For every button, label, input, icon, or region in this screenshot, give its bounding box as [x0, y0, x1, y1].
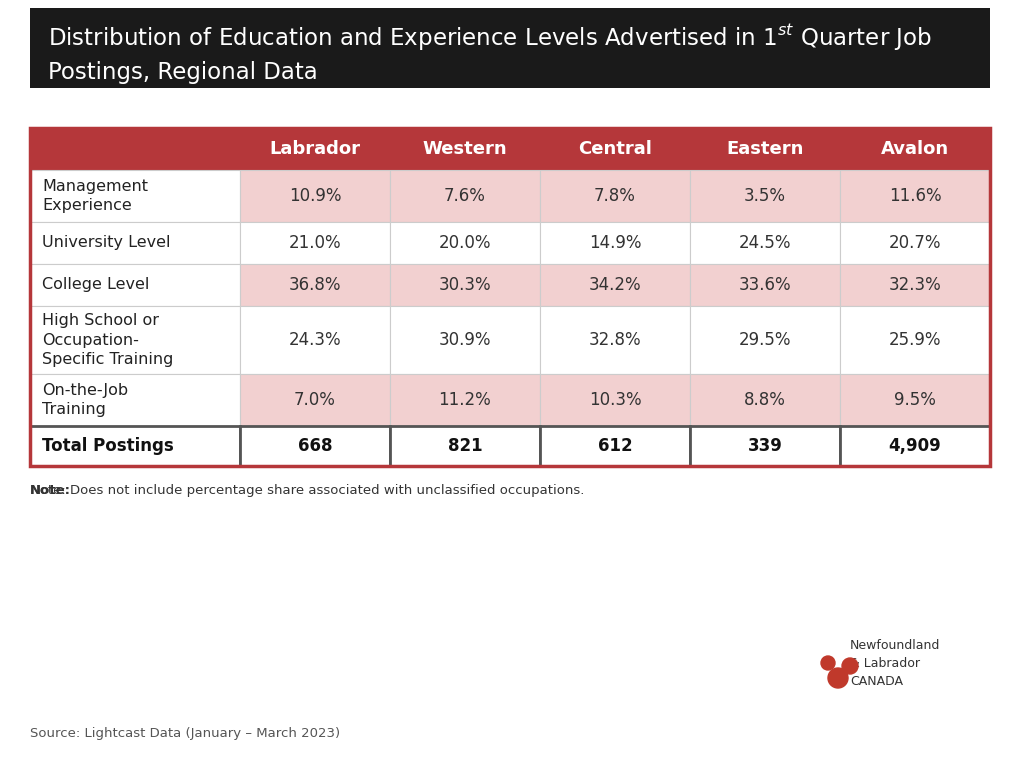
FancyBboxPatch shape: [240, 374, 390, 426]
FancyBboxPatch shape: [540, 128, 690, 170]
FancyBboxPatch shape: [690, 128, 840, 170]
Text: 32.3%: 32.3%: [889, 276, 941, 294]
FancyBboxPatch shape: [240, 306, 390, 374]
FancyBboxPatch shape: [540, 306, 690, 374]
Circle shape: [842, 658, 858, 674]
Text: Source: Lightcast Data (January – March 2023): Source: Lightcast Data (January – March …: [30, 727, 340, 740]
Text: 20.0%: 20.0%: [438, 234, 492, 252]
FancyBboxPatch shape: [690, 264, 840, 306]
Text: Western: Western: [423, 140, 507, 158]
Text: 29.5%: 29.5%: [738, 331, 792, 349]
Text: 24.3%: 24.3%: [289, 331, 341, 349]
FancyBboxPatch shape: [840, 426, 990, 466]
FancyBboxPatch shape: [690, 426, 840, 466]
Circle shape: [828, 668, 848, 688]
FancyBboxPatch shape: [30, 306, 240, 374]
Circle shape: [821, 656, 835, 670]
Text: 32.8%: 32.8%: [589, 331, 641, 349]
Text: 21.0%: 21.0%: [289, 234, 341, 252]
Text: 7.0%: 7.0%: [294, 391, 336, 409]
FancyBboxPatch shape: [30, 426, 240, 466]
Text: 11.6%: 11.6%: [889, 187, 941, 205]
FancyBboxPatch shape: [390, 426, 540, 466]
FancyBboxPatch shape: [690, 170, 840, 222]
Text: 10.3%: 10.3%: [589, 391, 641, 409]
FancyBboxPatch shape: [390, 264, 540, 306]
FancyBboxPatch shape: [840, 128, 990, 170]
FancyBboxPatch shape: [30, 222, 240, 264]
Text: 8.8%: 8.8%: [744, 391, 786, 409]
Text: 33.6%: 33.6%: [738, 276, 792, 294]
FancyBboxPatch shape: [540, 426, 690, 466]
FancyBboxPatch shape: [690, 306, 840, 374]
FancyBboxPatch shape: [390, 170, 540, 222]
FancyBboxPatch shape: [30, 170, 240, 222]
Text: 20.7%: 20.7%: [889, 234, 941, 252]
FancyBboxPatch shape: [540, 170, 690, 222]
Text: Labrador: Labrador: [269, 140, 360, 158]
Text: 668: 668: [298, 437, 332, 455]
FancyBboxPatch shape: [540, 222, 690, 264]
Text: Central: Central: [579, 140, 652, 158]
Text: Eastern: Eastern: [726, 140, 804, 158]
FancyBboxPatch shape: [30, 264, 240, 306]
FancyBboxPatch shape: [240, 222, 390, 264]
Text: Total Postings: Total Postings: [42, 437, 174, 455]
FancyBboxPatch shape: [390, 306, 540, 374]
Text: 7.8%: 7.8%: [594, 187, 636, 205]
Text: 30.3%: 30.3%: [438, 276, 492, 294]
Text: 821: 821: [447, 437, 482, 455]
Text: 25.9%: 25.9%: [889, 331, 941, 349]
FancyBboxPatch shape: [540, 374, 690, 426]
Text: 10.9%: 10.9%: [289, 187, 341, 205]
FancyBboxPatch shape: [30, 374, 240, 426]
Text: High School or
Occupation-
Specific Training: High School or Occupation- Specific Trai…: [42, 313, 173, 367]
FancyBboxPatch shape: [240, 264, 390, 306]
Text: Note:: Note:: [30, 484, 71, 497]
Text: Avalon: Avalon: [881, 140, 949, 158]
Text: Note: Does not include percentage share associated with unclassified occupations: Note: Does not include percentage share …: [30, 484, 585, 497]
Text: 24.5%: 24.5%: [738, 234, 792, 252]
FancyBboxPatch shape: [390, 222, 540, 264]
FancyBboxPatch shape: [240, 426, 390, 466]
FancyBboxPatch shape: [840, 306, 990, 374]
FancyBboxPatch shape: [840, 374, 990, 426]
Text: 36.8%: 36.8%: [289, 276, 341, 294]
FancyBboxPatch shape: [840, 170, 990, 222]
Text: On-the-Job
Training: On-the-Job Training: [42, 382, 128, 417]
Text: 3.5%: 3.5%: [744, 187, 786, 205]
Text: 9.5%: 9.5%: [894, 391, 936, 409]
Text: 34.2%: 34.2%: [589, 276, 641, 294]
FancyBboxPatch shape: [30, 128, 240, 170]
Text: Newfoundland
& Labrador
CANADA: Newfoundland & Labrador CANADA: [850, 639, 940, 688]
Text: Management
Experience: Management Experience: [42, 179, 148, 214]
FancyBboxPatch shape: [240, 170, 390, 222]
FancyBboxPatch shape: [690, 222, 840, 264]
Text: 14.9%: 14.9%: [589, 234, 641, 252]
FancyBboxPatch shape: [390, 128, 540, 170]
Text: 11.2%: 11.2%: [438, 391, 492, 409]
FancyBboxPatch shape: [540, 264, 690, 306]
Text: 4,909: 4,909: [889, 437, 941, 455]
FancyBboxPatch shape: [840, 222, 990, 264]
Text: Distribution of Education and Experience Levels Advertised in 1$^{st}$ Quarter J: Distribution of Education and Experience…: [48, 22, 932, 84]
Text: 7.6%: 7.6%: [444, 187, 486, 205]
FancyBboxPatch shape: [30, 8, 990, 88]
Text: 339: 339: [748, 437, 782, 455]
FancyBboxPatch shape: [390, 374, 540, 426]
Text: 30.9%: 30.9%: [438, 331, 492, 349]
FancyBboxPatch shape: [690, 374, 840, 426]
Text: College Level: College Level: [42, 277, 150, 293]
Text: 612: 612: [598, 437, 632, 455]
FancyBboxPatch shape: [240, 128, 390, 170]
Text: University Level: University Level: [42, 236, 171, 250]
FancyBboxPatch shape: [840, 264, 990, 306]
